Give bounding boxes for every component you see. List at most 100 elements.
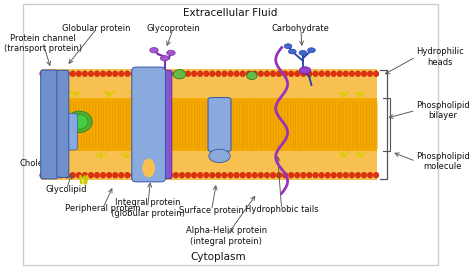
Ellipse shape [143,71,148,77]
Ellipse shape [264,71,270,77]
Ellipse shape [283,71,288,77]
Ellipse shape [222,172,227,178]
Ellipse shape [270,71,276,77]
Ellipse shape [216,71,221,77]
Ellipse shape [240,172,246,178]
Ellipse shape [307,172,312,178]
Ellipse shape [40,172,45,178]
Ellipse shape [179,172,185,178]
FancyBboxPatch shape [132,67,165,182]
Ellipse shape [301,172,306,178]
Ellipse shape [258,172,264,178]
Ellipse shape [289,71,294,77]
Ellipse shape [82,172,88,178]
Ellipse shape [64,71,70,77]
Ellipse shape [82,71,88,77]
Ellipse shape [40,71,45,77]
Ellipse shape [173,70,186,79]
Ellipse shape [343,71,348,77]
Bar [41,69,377,98]
Ellipse shape [252,172,257,178]
Bar [41,151,377,180]
Ellipse shape [67,111,92,133]
Ellipse shape [197,172,203,178]
Ellipse shape [179,71,185,77]
Text: Glycolipid: Glycolipid [46,185,87,194]
FancyBboxPatch shape [57,70,69,177]
Ellipse shape [319,71,324,77]
Ellipse shape [142,159,155,177]
Ellipse shape [52,71,57,77]
Ellipse shape [76,71,82,77]
Circle shape [167,50,175,56]
Text: Surface protein: Surface protein [179,206,244,215]
Ellipse shape [349,172,355,178]
Ellipse shape [100,71,106,77]
Text: Alpha-Helix protein
(integral protein): Alpha-Helix protein (integral protein) [186,226,267,246]
Ellipse shape [228,172,233,178]
Ellipse shape [112,71,118,77]
Ellipse shape [70,71,75,77]
Ellipse shape [216,172,221,178]
Ellipse shape [349,71,355,77]
FancyBboxPatch shape [41,70,58,179]
Ellipse shape [131,71,136,77]
Ellipse shape [355,71,361,77]
Ellipse shape [167,71,173,77]
Circle shape [289,49,296,54]
Ellipse shape [270,172,276,178]
Ellipse shape [325,172,330,178]
Circle shape [300,67,310,74]
Ellipse shape [367,71,373,77]
Ellipse shape [228,71,233,77]
Ellipse shape [155,172,161,178]
Ellipse shape [258,71,264,77]
Text: Cytoplasm: Cytoplasm [190,252,246,262]
Ellipse shape [94,172,100,178]
Ellipse shape [210,71,215,77]
Text: Carbohydrate: Carbohydrate [272,24,330,33]
Ellipse shape [167,172,173,178]
Ellipse shape [125,71,130,77]
Text: Integral protein
(globular protein): Integral protein (globular protein) [110,199,184,218]
Ellipse shape [313,71,318,77]
Ellipse shape [149,172,155,178]
Ellipse shape [361,172,367,178]
Ellipse shape [173,172,179,178]
Ellipse shape [374,172,379,178]
Ellipse shape [173,71,179,77]
Ellipse shape [161,172,166,178]
FancyBboxPatch shape [208,98,231,151]
Ellipse shape [197,71,203,77]
Ellipse shape [106,172,112,178]
Ellipse shape [289,172,294,178]
Text: Phospholipid
bilayer: Phospholipid bilayer [416,101,470,120]
Text: Cholesterol: Cholesterol [19,160,67,168]
Circle shape [160,56,169,61]
Ellipse shape [252,71,257,77]
Ellipse shape [70,172,75,178]
FancyBboxPatch shape [157,70,172,179]
Ellipse shape [203,172,209,178]
Ellipse shape [58,172,64,178]
Ellipse shape [361,71,367,77]
Ellipse shape [71,114,88,129]
Ellipse shape [58,71,64,77]
Ellipse shape [185,71,191,77]
Ellipse shape [185,172,191,178]
Circle shape [308,48,315,53]
Ellipse shape [301,71,306,77]
Text: Extracellular Fluid: Extracellular Fluid [183,8,278,18]
Ellipse shape [155,71,161,77]
Text: Glycoprotein: Glycoprotein [146,24,200,33]
Ellipse shape [337,71,343,77]
Ellipse shape [374,71,379,77]
Ellipse shape [100,172,106,178]
Ellipse shape [137,172,142,178]
Ellipse shape [88,172,94,178]
Ellipse shape [76,172,82,178]
Ellipse shape [234,71,239,77]
Ellipse shape [106,71,112,77]
Ellipse shape [191,172,197,178]
Ellipse shape [222,71,227,77]
